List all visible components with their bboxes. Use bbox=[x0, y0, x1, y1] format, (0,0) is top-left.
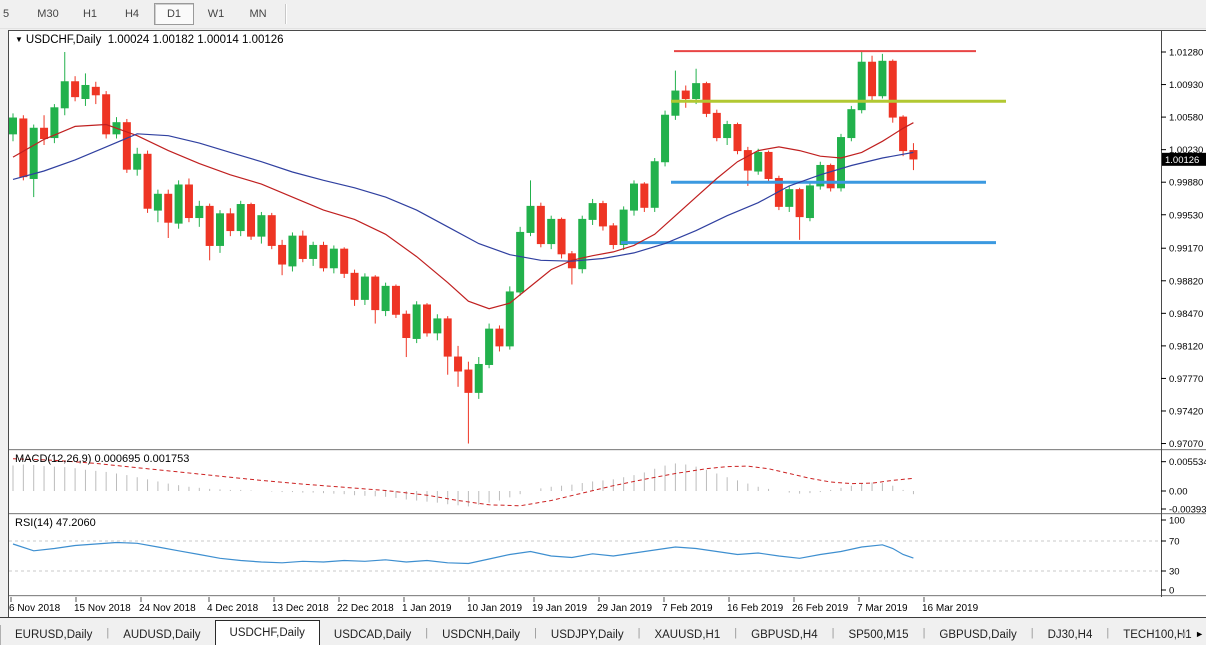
tab-XAUUSD-H1[interactable]: XAUUSD,H1 bbox=[640, 626, 734, 645]
macd-signal-value: 0.001753 bbox=[143, 453, 189, 465]
macd-axis-label: -0.00393 bbox=[1169, 505, 1206, 516]
date-axis-label: 16 Feb 2019 bbox=[727, 603, 784, 614]
timeframe-button-M30[interactable]: M30 bbox=[28, 3, 68, 25]
macd-axis-label: 0.00 bbox=[1169, 487, 1188, 498]
date-axis-label: 16 Mar 2019 bbox=[922, 603, 979, 614]
tab-EURUSD-Daily[interactable]: EURUSD,Daily bbox=[1, 626, 106, 645]
timeframe-button-W1[interactable]: W1 bbox=[196, 3, 236, 25]
price-axis-label: 0.99880 bbox=[1169, 178, 1203, 189]
date-axis-label: 4 Dec 2018 bbox=[207, 603, 259, 614]
moving-averages bbox=[13, 123, 913, 309]
tabs-scroll-left-arrow[interactable]: ◄ bbox=[1178, 629, 1187, 639]
tab-DJ30-H4[interactable]: DJ30,H4 bbox=[1034, 626, 1107, 645]
price-axis: 1.012801.009301.005801.002300.998800.995… bbox=[1161, 31, 1206, 597]
tab-USDJPY-Daily[interactable]: USDJPY,Daily bbox=[537, 626, 638, 645]
date-axis-label: 1 Jan 2019 bbox=[402, 603, 452, 614]
rsi-axis-label: 100 bbox=[1169, 516, 1185, 527]
rsi-axis-label: 30 bbox=[1169, 567, 1180, 578]
macd-signal-line bbox=[13, 459, 913, 506]
date-axis: 6 Nov 2018 15 Nov 2018 24 Nov 2018 4 Dec 20… bbox=[9, 597, 979, 614]
tab-AUDUSD-Daily[interactable]: AUDUSD,Daily bbox=[109, 626, 214, 645]
price-chart[interactable]: 1.012801.009301.005801.002300.998800.995… bbox=[9, 31, 1206, 618]
tab-GBPUSD-Daily[interactable]: GBPUSD,Daily bbox=[925, 626, 1030, 645]
date-axis-label: 24 Nov 2018 bbox=[139, 603, 196, 614]
timeframe-button-H1[interactable]: H1 bbox=[70, 3, 110, 25]
price-axis-label: 1.00930 bbox=[1169, 80, 1203, 91]
date-axis-label: 13 Dec 2018 bbox=[272, 603, 329, 614]
price-axis-label: 0.99170 bbox=[1169, 244, 1203, 255]
rsi-panel bbox=[9, 541, 1161, 571]
price-axis-label: 1.00580 bbox=[1169, 113, 1203, 124]
date-axis-label: 7 Feb 2019 bbox=[662, 603, 713, 614]
date-axis-label: 29 Jan 2019 bbox=[597, 603, 652, 614]
rsi-panel-label: RSI(14) 47.2060 bbox=[15, 517, 96, 529]
candles-layer bbox=[10, 52, 917, 444]
tab-USDCHF-Daily[interactable]: USDCHF,Daily bbox=[215, 620, 320, 645]
date-axis-label: 22 Dec 2018 bbox=[337, 603, 394, 614]
timeframe-button-5[interactable]: 5 bbox=[0, 3, 26, 25]
chart-symbol: USDCHF,Daily bbox=[26, 34, 101, 46]
price-axis-label: 1.01280 bbox=[1169, 48, 1203, 59]
toolbar-separator bbox=[285, 4, 287, 24]
macd-main-value: 0.000695 bbox=[94, 453, 140, 465]
tab-USDCNH-Daily[interactable]: USDCNH,Daily bbox=[428, 626, 534, 645]
timeframe-button-H4[interactable]: H4 bbox=[112, 3, 152, 25]
macd-panel bbox=[13, 459, 913, 507]
tab-GBPUSD-H4[interactable]: GBPUSD,H4 bbox=[737, 626, 831, 645]
ma-fast-line bbox=[13, 123, 913, 309]
price-axis-label: 0.97770 bbox=[1169, 374, 1203, 385]
current-price-label: 1.00126 bbox=[1165, 155, 1199, 166]
date-axis-label: 15 Nov 2018 bbox=[74, 603, 131, 614]
tab-scroll-arrows: ◄ ► bbox=[1178, 629, 1204, 639]
tabs-scroll-right-arrow[interactable]: ► bbox=[1195, 629, 1204, 639]
rsi-value: 47.2060 bbox=[56, 517, 96, 529]
rsi-line bbox=[13, 543, 913, 564]
price-axis-label: 0.99530 bbox=[1169, 210, 1203, 221]
timeframe-button-MN[interactable]: MN bbox=[238, 3, 278, 25]
chart-ohlc-values: 1.00024 1.00182 1.00014 1.00126 bbox=[108, 34, 284, 46]
rsi-axis-label: 70 bbox=[1169, 537, 1180, 548]
date-axis-label: 19 Jan 2019 bbox=[532, 603, 587, 614]
chart-title: ▼USDCHF,Daily 1.00024 1.00182 1.00014 1.… bbox=[15, 34, 284, 46]
date-axis-label: 6 Nov 2018 bbox=[9, 603, 61, 614]
rsi-axis-label: 0 bbox=[1169, 586, 1174, 597]
price-axis-label: 0.98120 bbox=[1169, 341, 1203, 352]
panel-dividers bbox=[9, 450, 1206, 597]
date-axis-label: 10 Jan 2019 bbox=[467, 603, 522, 614]
chevron-down-icon[interactable]: ▼ bbox=[15, 35, 23, 44]
price-axis-label: 0.97420 bbox=[1169, 406, 1203, 417]
rsi-name: RSI(14) bbox=[15, 517, 53, 529]
price-axis-label: 0.98470 bbox=[1169, 309, 1203, 320]
macd-name: MACD(12,26,9) bbox=[15, 453, 91, 465]
price-axis-label: 0.97070 bbox=[1169, 439, 1203, 450]
tab-SP500-M15[interactable]: SP500,M15 bbox=[834, 626, 922, 645]
tab-USDCAD-Daily[interactable]: USDCAD,Daily bbox=[320, 626, 425, 645]
date-axis-label: 26 Feb 2019 bbox=[792, 603, 849, 614]
date-axis-label: 7 Mar 2019 bbox=[857, 603, 908, 614]
timeframe-button-D1[interactable]: D1 bbox=[154, 3, 194, 25]
macd-panel-label: MACD(12,26,9) 0.000695 0.001753 bbox=[15, 453, 189, 465]
macd-axis-label: 0.005534 bbox=[1169, 457, 1206, 468]
price-axis-label: 0.98820 bbox=[1169, 276, 1203, 287]
